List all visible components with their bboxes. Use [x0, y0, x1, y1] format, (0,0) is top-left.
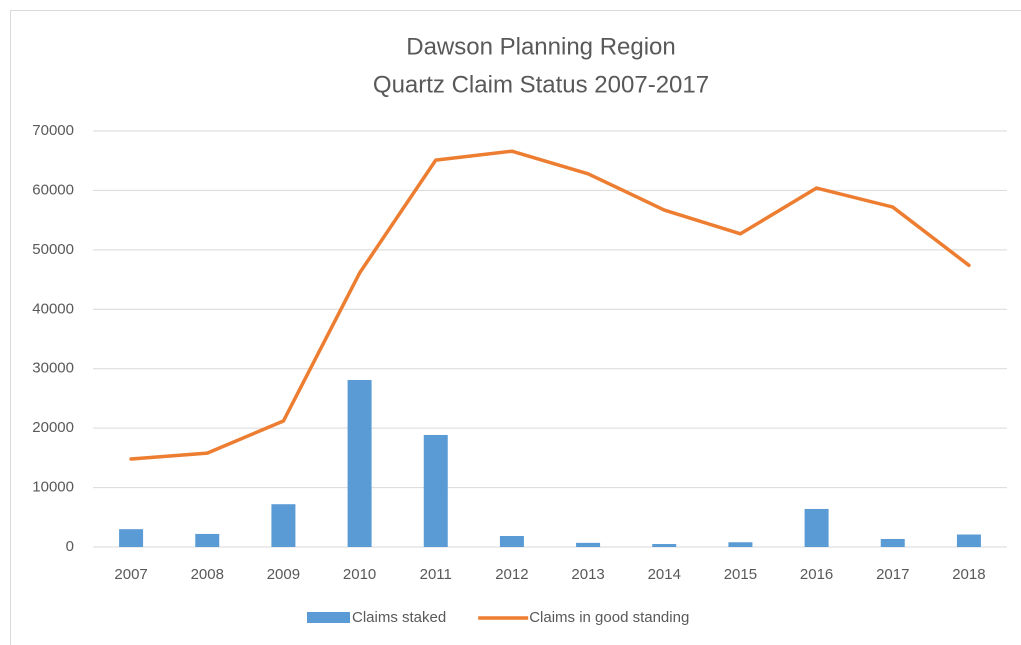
- x-tick-label: 2015: [724, 566, 757, 583]
- x-tick-label: 2010: [343, 566, 376, 583]
- bar: [804, 508, 829, 547]
- y-tick-label: 30000: [32, 360, 74, 377]
- bar: [728, 542, 753, 547]
- x-tick-label: 2011: [420, 566, 452, 583]
- y-tick-label: 60000: [32, 181, 74, 198]
- x-tick-label: 2016: [800, 566, 833, 583]
- legend-swatch: [307, 612, 350, 623]
- bar: [576, 542, 601, 547]
- x-tick-label: 2012: [495, 566, 528, 583]
- chart-title: Dawson Planning Region: [406, 33, 676, 60]
- x-tick-label: 2018: [952, 566, 985, 583]
- x-tick-label: 2008: [191, 566, 224, 583]
- y-tick-label: 10000: [32, 479, 74, 496]
- y-tick-label: 50000: [32, 241, 74, 258]
- bar: [119, 529, 144, 547]
- line: [129, 149, 971, 461]
- bar: [499, 536, 524, 547]
- bar: [652, 544, 677, 547]
- x-tick-label: 2009: [267, 566, 300, 583]
- x-tick-label: 2007: [114, 566, 147, 583]
- bar: [956, 534, 981, 547]
- bar: [271, 504, 296, 547]
- bar: [195, 533, 220, 547]
- chart-subtitle: Quartz Claim Status 2007-2017: [373, 71, 709, 98]
- legend-label: Claims in good standing: [529, 609, 689, 626]
- y-tick-label: 40000: [32, 300, 74, 317]
- y-tick-label: 0: [66, 538, 74, 555]
- y-tick-label: 20000: [32, 419, 74, 436]
- x-tick-label: 2013: [571, 566, 604, 583]
- y-tick-label: 70000: [32, 122, 74, 139]
- legend-label: Claims staked: [352, 609, 446, 626]
- chart-border: [10, 10, 1021, 645]
- bar: [347, 380, 372, 547]
- x-tick-label: 2017: [876, 566, 909, 583]
- bar: [423, 434, 448, 547]
- x-tick-label: 2014: [648, 566, 681, 583]
- bar: [880, 538, 905, 547]
